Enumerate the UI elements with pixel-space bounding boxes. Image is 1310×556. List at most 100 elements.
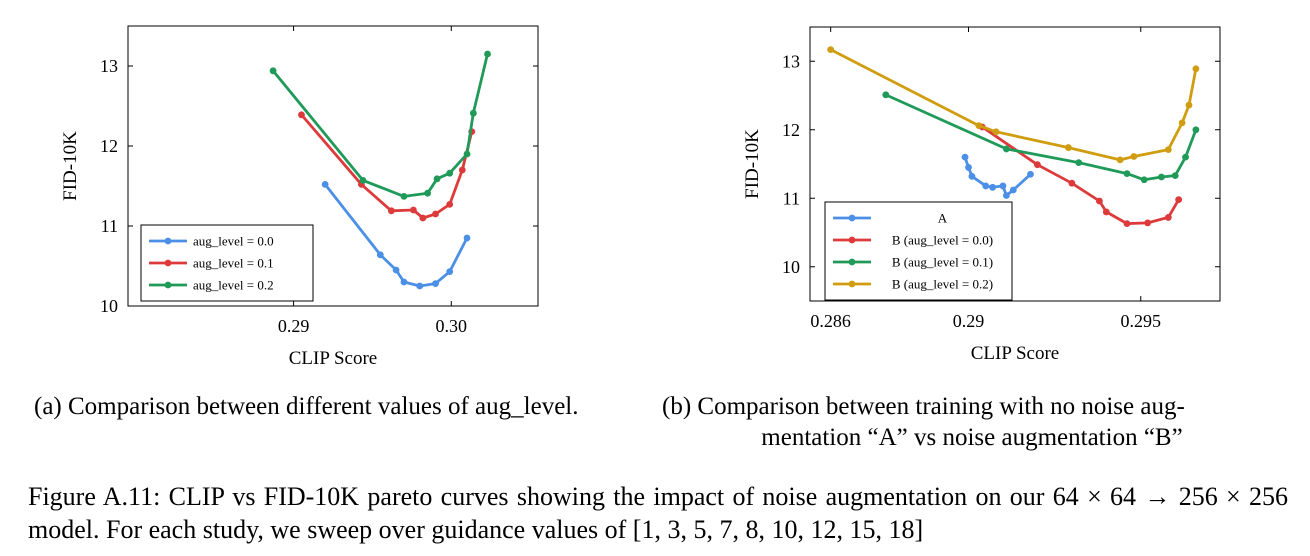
x-tick-label: 0.30 [436,316,468,336]
data-point [882,91,890,99]
series-2 [882,91,1200,184]
data-point [1002,145,1010,153]
data-point [400,278,408,286]
legend-label: B (aug_level = 0.0) [892,233,993,248]
data-point [433,175,441,183]
data-point [1102,208,1110,216]
y-tick-label: 12 [782,120,800,140]
series-2 [269,50,491,200]
data-point [298,111,305,119]
data-point [410,206,417,214]
data-point [1065,144,1072,151]
series-3 [827,46,1200,164]
data-point [1130,153,1138,160]
series-0 [321,181,471,290]
data-point [387,207,395,215]
data-point [419,214,427,222]
data-point [1175,196,1183,204]
data-point [982,182,990,190]
data-point [359,177,367,184]
data-point [975,122,983,130]
x-tick-label: 0.286 [810,311,851,331]
series-line [272,53,489,198]
x-tick-label: 0.295 [1121,311,1162,331]
data-point [968,172,976,180]
legend-marker [848,236,856,244]
data-point [1144,219,1152,227]
data-point [432,280,439,287]
legend-label: B (aug_level = 0.2) [892,277,993,292]
subcaption-a: (a) Comparison between different values … [34,393,579,420]
data-point [1096,197,1103,205]
legend-marker [848,258,856,266]
data-point [321,181,329,188]
data-point [458,166,466,174]
x-axis-label: CLIP Score [971,343,1059,364]
y-tick-label: 13 [782,51,800,71]
legend-marker [848,280,856,288]
data-point [376,251,384,259]
legend-marker [164,281,172,289]
data-point [1123,170,1131,177]
data-point [1192,65,1200,73]
data-point [446,268,454,275]
data-point [1075,159,1083,167]
legend-label: aug_level = 0.1 [193,256,274,271]
data-point [1164,146,1172,154]
data-point [400,193,408,200]
y-tick-label: 11 [101,216,118,236]
legend-label: aug_level = 0.0 [193,234,274,249]
data-point [469,109,477,117]
data-point [446,201,454,208]
y-tick-label: 13 [100,56,118,76]
legend-label: B (aug_level = 0.1) [892,255,993,270]
data-point [1178,119,1186,127]
y-tick-label: 12 [100,136,118,156]
legend-marker [164,259,172,267]
data-point [1002,192,1010,199]
data-point [1164,214,1172,221]
plot-frame [127,25,539,307]
data-point [416,282,424,290]
data-point [392,266,400,274]
data-point [1027,170,1034,178]
data-point [424,189,432,197]
plot-frame [809,26,1221,302]
data-point [1123,220,1131,227]
y-tick-label: 11 [783,188,800,208]
data-point [1140,176,1148,184]
data-point [961,153,969,161]
subcaption-b-line1: (b) Comparison between training with no … [662,393,1185,420]
subcaption-b: (b) Comparison between training with no … [662,391,1282,453]
subcaption-b-line2: mentation “A” vs noise augmentation “B” [761,424,1183,451]
legend-marker [164,237,172,245]
data-point [484,50,491,58]
data-point [965,164,972,171]
data-point [1192,126,1200,134]
y-tick-label: 10 [782,257,800,277]
data-point [1185,101,1193,109]
chart-b-noise-augmentation-comparison: 10 11 12 13 0.286 0.29 0.295 CLIP Score FID-10K A… [742,26,1221,364]
series-1 [978,123,1183,227]
data-point [827,46,835,54]
series-line [830,48,1198,162]
y-axis-label: FID-10K [60,131,81,201]
chart-a-aug-level-comparison: 10 11 12 13 0.29 0.30 CLIP Score FID-10K aug_lev… [60,25,539,369]
figure-caption: Figure A.11: CLIP vs FID-10K pareto curv… [28,482,1288,544]
legend-label: A [938,211,948,226]
y-axis-label: FID-10K [742,129,763,199]
data-point [432,210,439,218]
y-tick-label: 10 [100,296,118,316]
data-point [989,183,997,191]
data-point [446,169,454,177]
x-tick-label: 0.29 [278,316,310,336]
legend-label: aug_level = 0.2 [193,278,274,293]
x-axis-label: CLIP Score [289,348,377,369]
data-point [463,234,471,242]
legend-marker [848,214,856,222]
data-point [269,67,277,75]
data-point [992,128,1000,136]
data-point [999,182,1007,190]
series-1 [298,111,476,222]
data-point [463,150,471,158]
